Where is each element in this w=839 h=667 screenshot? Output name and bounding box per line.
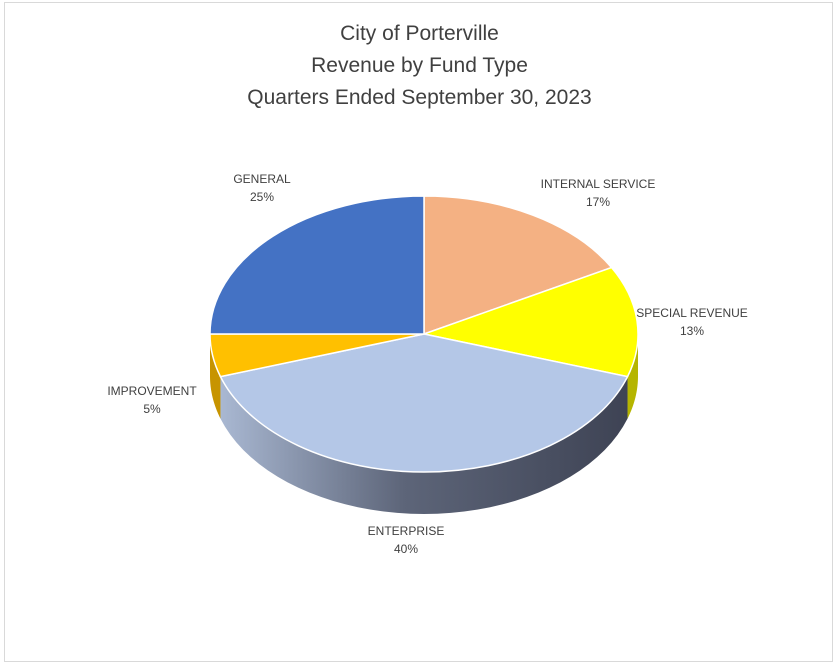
pie-side-enterprise — [220, 376, 628, 514]
pie-slice-enterprise — [219, 333, 629, 473]
slice-value-special-revenue: 13% — [680, 324, 704, 338]
pie-side-special-revenue — [627, 334, 638, 419]
pie-slice-general — [209, 195, 425, 335]
slice-label-enterprise: ENTERPRISE — [368, 524, 445, 538]
pie-slice-internal-service — [423, 195, 613, 336]
title-line-2: Revenue by Fund Type — [311, 54, 528, 77]
slice-value-improvement: 5% — [143, 402, 161, 416]
slice-value-general: 25% — [250, 190, 274, 204]
slice-value-internal-service: 17% — [586, 195, 610, 209]
slice-label-internal-service: INTERNAL SERVICE — [541, 177, 656, 191]
chart-title: City of Porterville Revenue by Fund Type… — [0, 18, 839, 114]
pie-side-improvement — [210, 334, 221, 419]
title-line-3: Quarters Ended September 30, 2023 — [247, 86, 592, 109]
pie-slice-special-revenue — [421, 266, 639, 378]
slice-label-special-revenue: SPECIAL REVENUE — [636, 306, 748, 320]
slice-value-enterprise: 40% — [394, 542, 418, 556]
slice-label-improvement: IMPROVEMENT — [107, 384, 197, 398]
title-line-1: City of Porterville — [340, 22, 499, 45]
slice-label-general: GENERAL — [233, 172, 291, 186]
